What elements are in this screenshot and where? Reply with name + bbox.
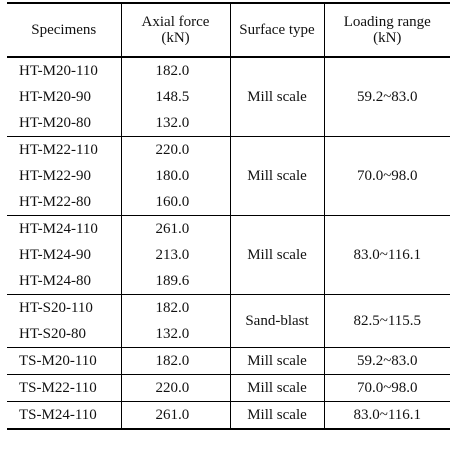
- axial-force-cell: 189.6: [120, 268, 230, 295]
- table-row: HT-S20-80 132.0: [7, 321, 450, 348]
- axial-force-cell: 132.0: [120, 321, 230, 348]
- table-row: TS-M24-110 261.0 Mill scale 83.0~116.1: [7, 401, 450, 430]
- header-loading-range: Loading range (kN): [323, 2, 450, 58]
- table-row: TS-M22-110 220.0 Mill scale 70.0~98.0: [7, 374, 450, 402]
- axial-force-cell: 213.0: [120, 242, 230, 268]
- surface-type-cell: Mill scale: [229, 56, 324, 137]
- header-row: Specimens Axial force (kN) Surface type L…: [7, 2, 450, 58]
- axial-force-cell: 182.0: [120, 294, 230, 321]
- specimen-cell: TS-M22-110: [7, 374, 121, 402]
- surface-type-cell: Sand-blast: [229, 294, 324, 348]
- header-surface-type: Surface type: [229, 2, 324, 58]
- axial-force-cell: 261.0: [120, 401, 230, 430]
- specimen-cell: TS-M24-110: [7, 401, 121, 430]
- axial-force-cell: 220.0: [120, 136, 230, 163]
- surface-type-cell: Mill scale: [229, 347, 324, 375]
- table-row: HT-M20-90 148.5: [7, 84, 450, 110]
- surface-type-cell: Mill scale: [229, 401, 324, 430]
- table-row: HT-M22-80 160.0: [7, 189, 450, 216]
- specimen-cell: HT-M22-110: [7, 136, 121, 163]
- specimen-cell: HT-M22-90: [19, 167, 91, 184]
- specimen-cell: HT-M24-90: [19, 246, 91, 263]
- loading-range-cell: 59.2~83.0: [323, 347, 450, 375]
- table-row: TS-M20-110 182.0 Mill scale 59.2~83.0: [7, 347, 450, 375]
- axial-force-cell: 160.0: [120, 189, 230, 216]
- table-row: HT-M22-90 180.0: [7, 163, 450, 189]
- table-row: HT-M22-110 220.0 Mill scale 70.0~98.0: [7, 136, 450, 216]
- specimen-cell: HT-S20-80: [19, 325, 86, 342]
- specimen-cell: HT-S20-110: [7, 294, 121, 321]
- table-row: HT-M20-80 132.0: [7, 110, 450, 137]
- loading-range-cell: 70.0~98.0: [323, 136, 450, 216]
- loading-range-cell: 83.0~116.1: [323, 215, 450, 295]
- loading-range-cell: 83.0~116.1: [323, 401, 450, 430]
- specimen-cell: HT-M20-110: [7, 56, 121, 84]
- surface-type-cell: Mill scale: [229, 215, 324, 295]
- header-specimens: Specimens: [7, 2, 121, 58]
- table-row: HT-M20-110 182.0 Mill scale 59.2~83.0: [7, 56, 450, 137]
- specimen-cell: TS-M20-110: [7, 347, 121, 375]
- loading-range-cell: 70.0~98.0: [323, 374, 450, 402]
- table-row: HT-S20-110 182.0 Sand-blast 82.5~115.5: [7, 294, 450, 348]
- specimen-cell: HT-M24-80: [19, 272, 91, 289]
- surface-type-cell: Mill scale: [229, 136, 324, 216]
- specimen-cell: HT-M20-90: [19, 88, 91, 105]
- specimen-cell: HT-M22-80: [19, 193, 91, 210]
- axial-force-cell: 132.0: [120, 110, 230, 137]
- axial-force-cell: 261.0: [120, 215, 230, 242]
- axial-force-cell: 148.5: [120, 84, 230, 110]
- specimen-cell: HT-M20-80: [19, 114, 91, 131]
- surface-type-cell: Mill scale: [229, 374, 324, 402]
- axial-force-cell: 182.0: [120, 347, 230, 375]
- axial-force-cell: 180.0: [120, 163, 230, 189]
- loading-range-cell: 82.5~115.5: [323, 294, 450, 348]
- axial-force-cell: 182.0: [120, 56, 230, 84]
- axial-force-cell: 220.0: [120, 374, 230, 402]
- table-row: HT-M24-80 189.6: [7, 268, 450, 295]
- loading-range-cell: 59.2~83.0: [323, 56, 450, 137]
- table-row: HT-M24-90 213.0: [7, 242, 450, 268]
- header-axial-force: Axial force (kN): [120, 2, 230, 58]
- specimen-cell: HT-M24-110: [7, 215, 121, 242]
- table-row: HT-M24-110 261.0 Mill scale 83.0~116.1: [7, 215, 450, 295]
- specimen-table: Specimens Axial force (kN) Surface type L…: [7, 2, 450, 430]
